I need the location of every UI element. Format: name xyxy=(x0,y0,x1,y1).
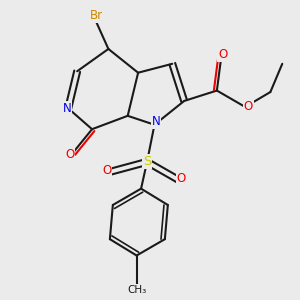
Text: N: N xyxy=(152,115,160,128)
Text: O: O xyxy=(65,148,74,161)
Text: CH₃: CH₃ xyxy=(127,285,146,295)
Text: O: O xyxy=(102,164,112,177)
Text: N: N xyxy=(62,102,71,115)
Text: O: O xyxy=(244,100,253,113)
Text: S: S xyxy=(143,155,151,168)
Text: O: O xyxy=(177,172,186,185)
Text: Br: Br xyxy=(90,9,103,22)
Text: O: O xyxy=(218,48,227,62)
